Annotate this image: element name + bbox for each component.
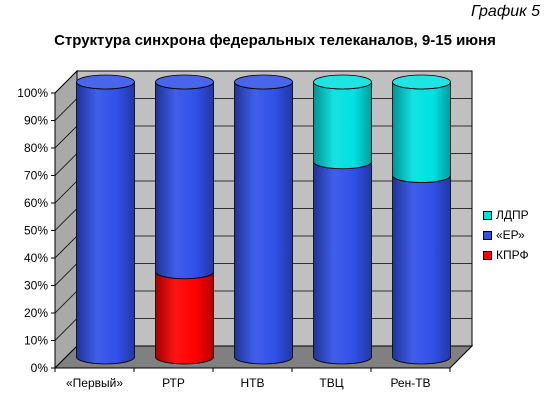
- chart-legend: ЛДПР «ЕР» КПРФ: [483, 205, 529, 265]
- bar-segment-«ЕР»: [392, 175, 451, 365]
- legend-swatch: [483, 250, 492, 260]
- bar-segment-ЛДПР: [392, 81, 451, 183]
- bar-top-cap: [392, 74, 451, 90]
- y-tick-label: 40%: [24, 251, 48, 265]
- bar-top-cap: [155, 74, 214, 90]
- bar-segment-«ЕР»: [76, 81, 135, 365]
- legend-swatch: [483, 210, 492, 220]
- y-tick-label: 90%: [24, 114, 48, 128]
- bar-top-cap: [234, 74, 293, 90]
- y-tick-label: 50%: [24, 224, 48, 238]
- legend-label: КПРФ: [496, 248, 529, 262]
- legend-label: ЛДПР: [496, 208, 529, 222]
- y-tick-label: 60%: [24, 196, 48, 210]
- x-tick-label: Рен-ТВ: [390, 376, 430, 390]
- bar-top-cap: [76, 74, 135, 90]
- x-tick-label: РТР: [162, 376, 185, 390]
- bar-top-cap: [313, 74, 372, 90]
- y-tick-label: 70%: [24, 169, 48, 183]
- y-tick-label: 100%: [17, 86, 48, 100]
- bar-segment-«ЕР»: [234, 81, 293, 365]
- bar-segment-КПРФ: [155, 271, 214, 365]
- legend-item: ЛДПР: [483, 205, 529, 225]
- x-tick-label: НТВ: [241, 376, 265, 390]
- chart-caption: График 5: [471, 3, 540, 20]
- y-tick-label: 10%: [24, 334, 48, 348]
- y-tick-label: 30%: [24, 279, 48, 293]
- x-tick-label: «Первый»: [66, 376, 123, 390]
- chart-title: Структура синхрона федеральных телеканал…: [54, 32, 496, 49]
- y-tick-label: 20%: [24, 306, 48, 320]
- y-tick-label: 80%: [24, 141, 48, 155]
- legend-label: «ЕР»: [496, 228, 525, 242]
- y-tick-label: 0%: [31, 361, 49, 375]
- legend-item: КПРФ: [483, 245, 529, 265]
- gridline: [54, 70, 472, 94]
- bar-segment-«ЕР»: [313, 161, 372, 365]
- x-tick-label: ТВЦ: [319, 376, 343, 390]
- bar-segment-ЛДПР: [313, 81, 372, 170]
- legend-swatch: [483, 230, 492, 240]
- legend-item: «ЕР»: [483, 225, 529, 245]
- bar-segment-«ЕР»: [155, 81, 214, 280]
